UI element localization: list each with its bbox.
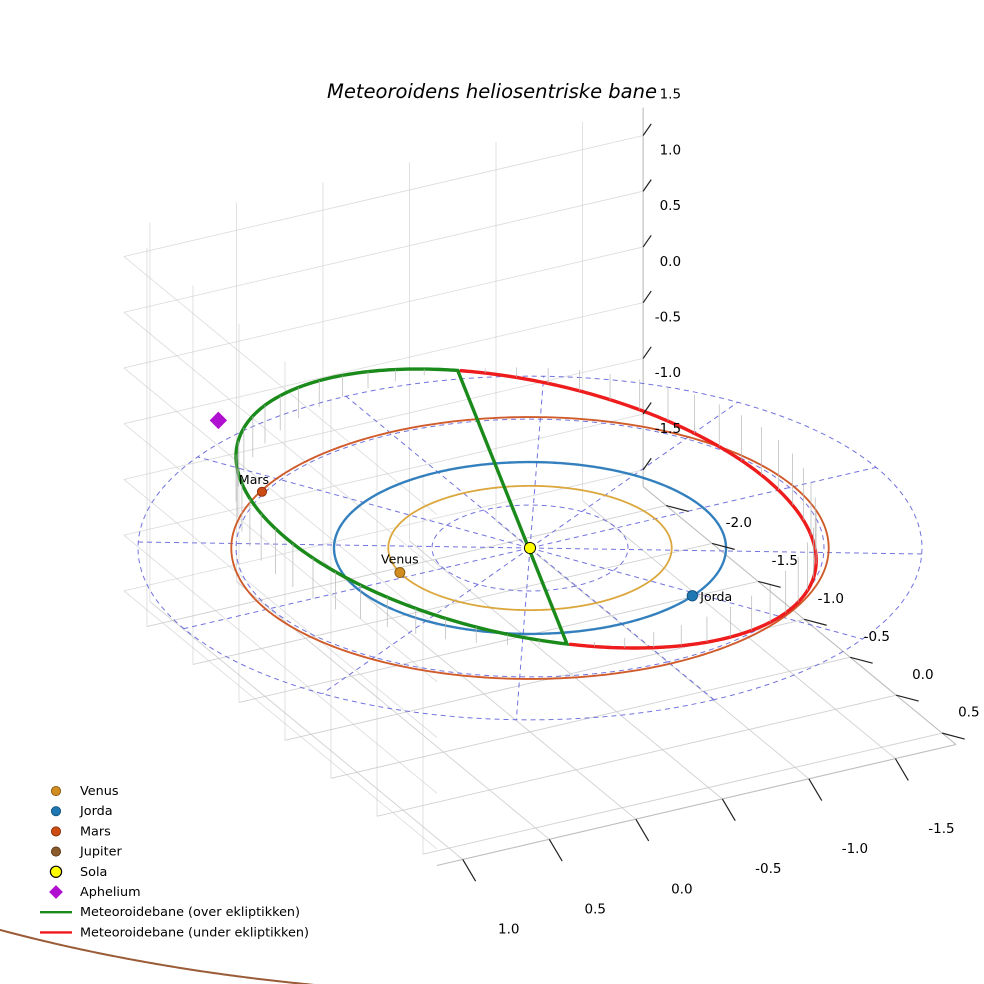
legend-label-0: Venus [80, 784, 119, 799]
marker-sola [523, 541, 537, 555]
y-tick-3: 0.0 [671, 881, 692, 897]
legend: Venus Jorda Mars Jupiter Sola Aphelium Meteoro… [40, 784, 309, 940]
legend-label-3: Jupiter [79, 845, 122, 860]
label-jorda: Jorda [699, 589, 732, 604]
legend-marker-1 [50, 806, 62, 817]
z-tick-3: 0.0 [660, 254, 681, 270]
point-labels: Mars Venus Jorda [239, 472, 732, 604]
body-markers [209, 411, 698, 602]
label-venus: Venus [381, 551, 419, 566]
z-tick-0: 1.5 [660, 87, 681, 103]
x-tick-0: -2.0 [726, 515, 752, 531]
x-tick-3: -0.5 [864, 629, 890, 645]
legend-label-2: Mars [80, 824, 111, 839]
y-tick-2: -0.5 [755, 861, 781, 877]
z-tick-1: 1.0 [660, 142, 681, 158]
x-tick-2: -1.0 [818, 591, 844, 607]
legend-marker-2 [50, 826, 62, 837]
legend-marker-5 [49, 885, 63, 899]
z-tick-2: 0.5 [660, 198, 681, 214]
label-mars: Mars [239, 472, 269, 487]
axis-ticks: -2.0 -1.5 -1.0 -0.5 0.0 0.5 1.0 -1.5 -1.0 -0.5 0.0… [462, 87, 980, 938]
legend-label-6: Meteoroidebane (over ekliptikken) [80, 905, 300, 920]
x-tick-4: 0.0 [912, 667, 933, 683]
y-tick-5: 1.0 [498, 922, 519, 938]
legend-marker-4 [49, 865, 63, 879]
orbit-stems [235, 367, 817, 648]
z-tick-6: -1.5 [655, 421, 681, 437]
y-tick-1: -1.0 [842, 841, 868, 857]
legend-marker-0 [50, 785, 62, 797]
y-tick-4: 0.5 [585, 901, 606, 917]
x-tick-5: 0.5 [958, 705, 979, 721]
marker-jorda [686, 590, 698, 602]
marker-aphelium [209, 411, 228, 430]
planet-orbits [0, 416, 830, 984]
legend-label-1: Jorda [79, 804, 113, 819]
legend-label-7: Meteoroidebane (under ekliptikken) [80, 925, 309, 940]
z-tick-4: -0.5 [655, 309, 681, 325]
legend-label-4: Sola [80, 865, 107, 880]
z-tick-5: -1.0 [655, 365, 681, 381]
legend-marker-3 [50, 846, 62, 857]
legend-label-5: Aphelium [80, 885, 141, 900]
marker-mars [256, 486, 268, 497]
marker-venus [394, 567, 406, 578]
x-tick-1: -1.5 [772, 553, 798, 569]
y-tick-0: -1.5 [928, 821, 954, 837]
